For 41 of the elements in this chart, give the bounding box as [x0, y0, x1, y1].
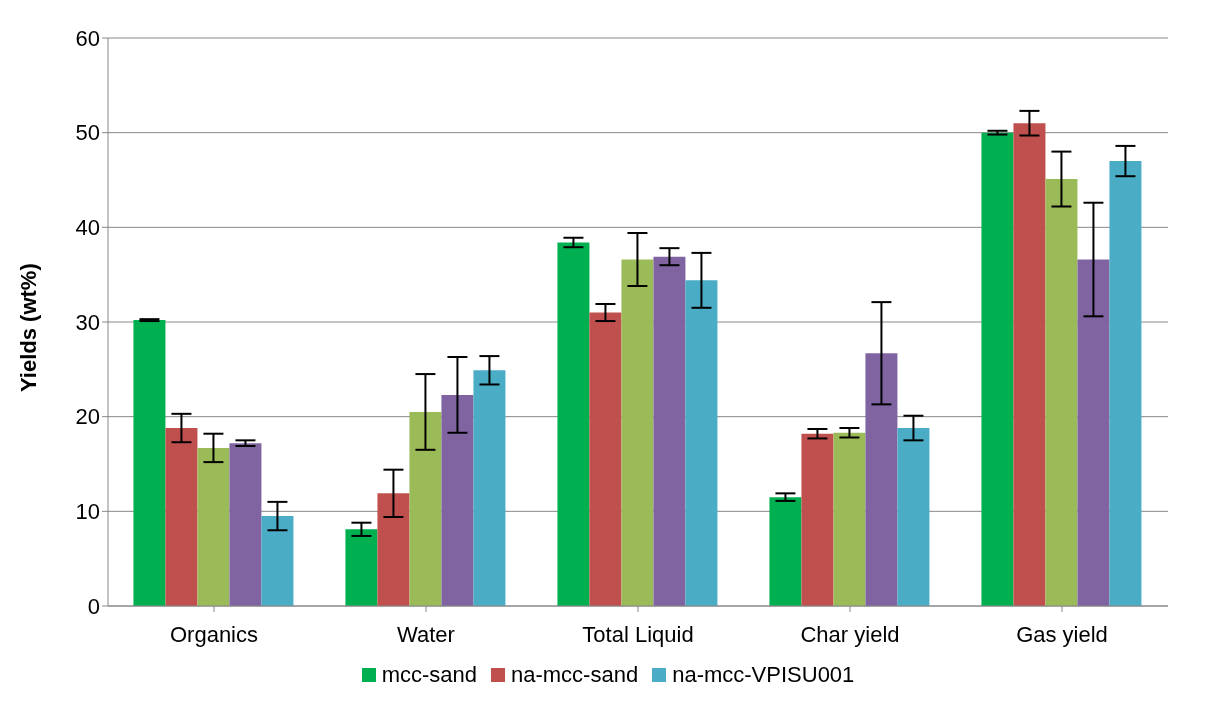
- y-tick-label: 10: [75, 499, 100, 525]
- bar: [833, 432, 866, 606]
- x-tick-label: Total Liquid: [582, 621, 694, 647]
- bar: [589, 312, 622, 606]
- bar: [1077, 259, 1110, 606]
- y-tick-label: 30: [75, 309, 100, 335]
- bar: [1045, 179, 1078, 606]
- bar: [653, 256, 686, 606]
- bar: [345, 529, 378, 606]
- y-tick-label: 40: [75, 215, 100, 241]
- bar: [441, 394, 474, 606]
- y-tick-label: 60: [75, 25, 100, 51]
- y-tick-label: 50: [75, 120, 100, 146]
- bar: [769, 497, 802, 606]
- bar: [133, 320, 166, 606]
- x-tick-label: Organics: [169, 621, 259, 647]
- bar: [165, 428, 198, 606]
- bar: [377, 493, 410, 606]
- bar: [685, 280, 718, 606]
- y-axis-title: Yields (wt%): [15, 263, 41, 392]
- y-tick-label: 0: [87, 593, 100, 619]
- x-tick-label: Char yield: [800, 621, 900, 647]
- bar: [409, 411, 442, 606]
- legend-label: na-mcc-sand: [510, 662, 639, 688]
- y-tick-label: 20: [75, 404, 100, 430]
- bar: [621, 259, 654, 606]
- bar: [261, 516, 294, 606]
- bar: [197, 447, 230, 606]
- bar: [897, 428, 930, 606]
- bar: [557, 242, 590, 606]
- x-tick-label: Gas yield: [1016, 621, 1108, 647]
- bar: [229, 443, 262, 606]
- bar: [1109, 161, 1142, 606]
- bar: [981, 132, 1014, 606]
- bar: [473, 370, 506, 606]
- bar: [1013, 123, 1046, 606]
- bar: [865, 353, 898, 606]
- legend-label: mcc-sand: [380, 662, 477, 688]
- legend-label: na-mcc-VPISU001: [671, 662, 855, 688]
- bar: [801, 433, 834, 606]
- x-tick-label: Water: [397, 621, 455, 647]
